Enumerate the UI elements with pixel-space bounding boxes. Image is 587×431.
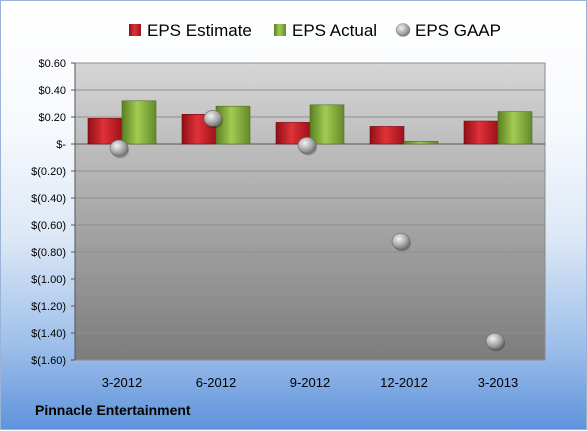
y-tick-label: $(1.40) xyxy=(31,328,66,340)
gaap-markers xyxy=(109,110,505,352)
y-tick-label: $(1.00) xyxy=(31,274,66,286)
bar-eps-actual xyxy=(403,141,439,145)
marker-eps-gaap xyxy=(391,232,411,250)
x-tick-label: 3-2012 xyxy=(102,375,142,390)
legend-item-eps-gaap: EPS GAAP xyxy=(395,21,501,40)
marker-eps-gaap xyxy=(203,110,223,127)
y-tick-label: $(1.60) xyxy=(31,355,66,367)
company-name: Pinnacle Entertainment xyxy=(35,402,191,418)
x-tick-label: 6-2012 xyxy=(196,375,236,390)
bar-eps-actual xyxy=(309,104,345,145)
legend-item-eps-estimate: EPS Estimate xyxy=(129,21,252,40)
y-tick-label: $(0.40) xyxy=(31,193,66,205)
y-tick-label: $(0.80) xyxy=(31,247,66,259)
bar-eps-actual xyxy=(215,105,251,145)
x-axis-ticks: 3-2012 6-2012 9-2012 12-2012 3-2013 xyxy=(102,375,518,390)
bar-eps-estimate xyxy=(369,126,405,145)
y-tick-label: $(1.20) xyxy=(31,301,66,313)
marker-eps-gaap xyxy=(485,332,505,350)
legend-label: EPS GAAP xyxy=(415,21,501,40)
legend-label: EPS Actual xyxy=(292,21,377,40)
y-tick-label: $0.60 xyxy=(38,58,66,70)
legend-item-eps-actual: EPS Actual xyxy=(274,21,377,40)
y-axis-ticks: $0.60 $0.40 $0.20 $- $(0.20) $(0.40) $(0.60) $(… xyxy=(31,58,545,367)
marker-eps-gaap xyxy=(109,139,129,157)
y-tick-label: $- xyxy=(56,139,66,151)
legend-swatch xyxy=(129,24,141,36)
marker-eps-gaap xyxy=(297,137,317,154)
y-tick-label: $0.40 xyxy=(38,85,66,97)
y-tick-label: $(0.20) xyxy=(31,166,66,178)
y-tick-label: $0.20 xyxy=(38,112,66,124)
x-tick-label: 12-2012 xyxy=(380,375,428,390)
x-tick-label: 9-2012 xyxy=(290,375,330,390)
legend-swatch xyxy=(395,23,411,37)
bars xyxy=(87,100,533,145)
y-tick-label: $(0.60) xyxy=(31,220,66,232)
legend-swatch xyxy=(274,24,286,36)
legend-label: EPS Estimate xyxy=(147,21,252,40)
bar-eps-estimate xyxy=(87,118,123,145)
legend: EPS Estimate EPS Actual EPS GAAP xyxy=(129,21,501,40)
bar-eps-actual xyxy=(497,111,533,145)
bar-eps-actual xyxy=(121,100,157,145)
bar-eps-estimate xyxy=(463,120,499,145)
x-tick-label: 3-2013 xyxy=(478,375,518,390)
gridlines xyxy=(75,62,545,361)
